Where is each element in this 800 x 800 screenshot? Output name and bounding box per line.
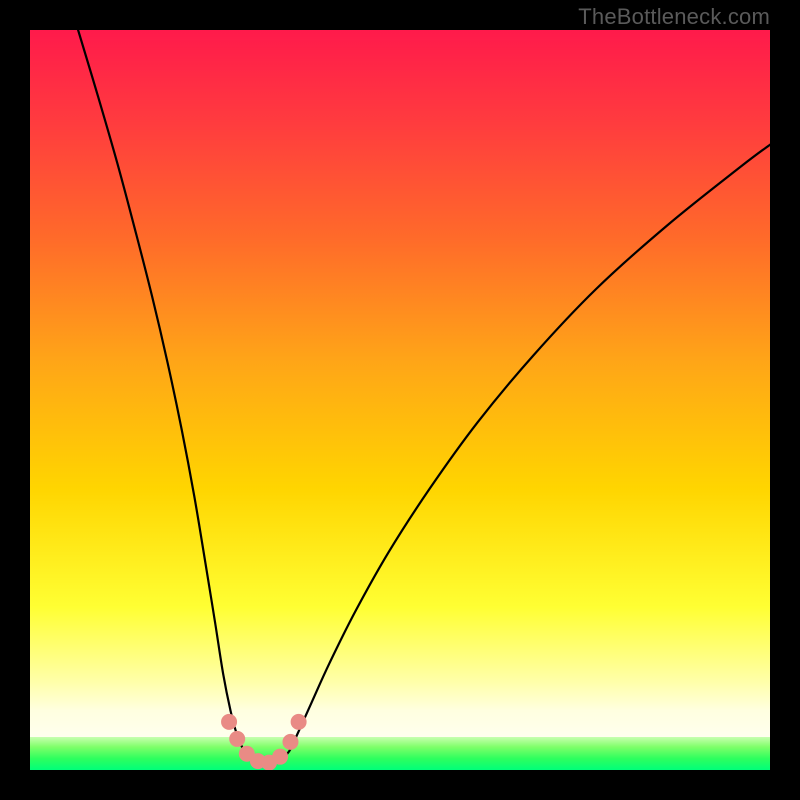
chart-frame: TheBottleneck.com [0, 0, 800, 800]
optimal-zone-band [30, 737, 770, 770]
watermark-text: TheBottleneck.com [578, 4, 770, 30]
plot-area [30, 30, 770, 770]
heat-gradient-background [30, 30, 770, 770]
